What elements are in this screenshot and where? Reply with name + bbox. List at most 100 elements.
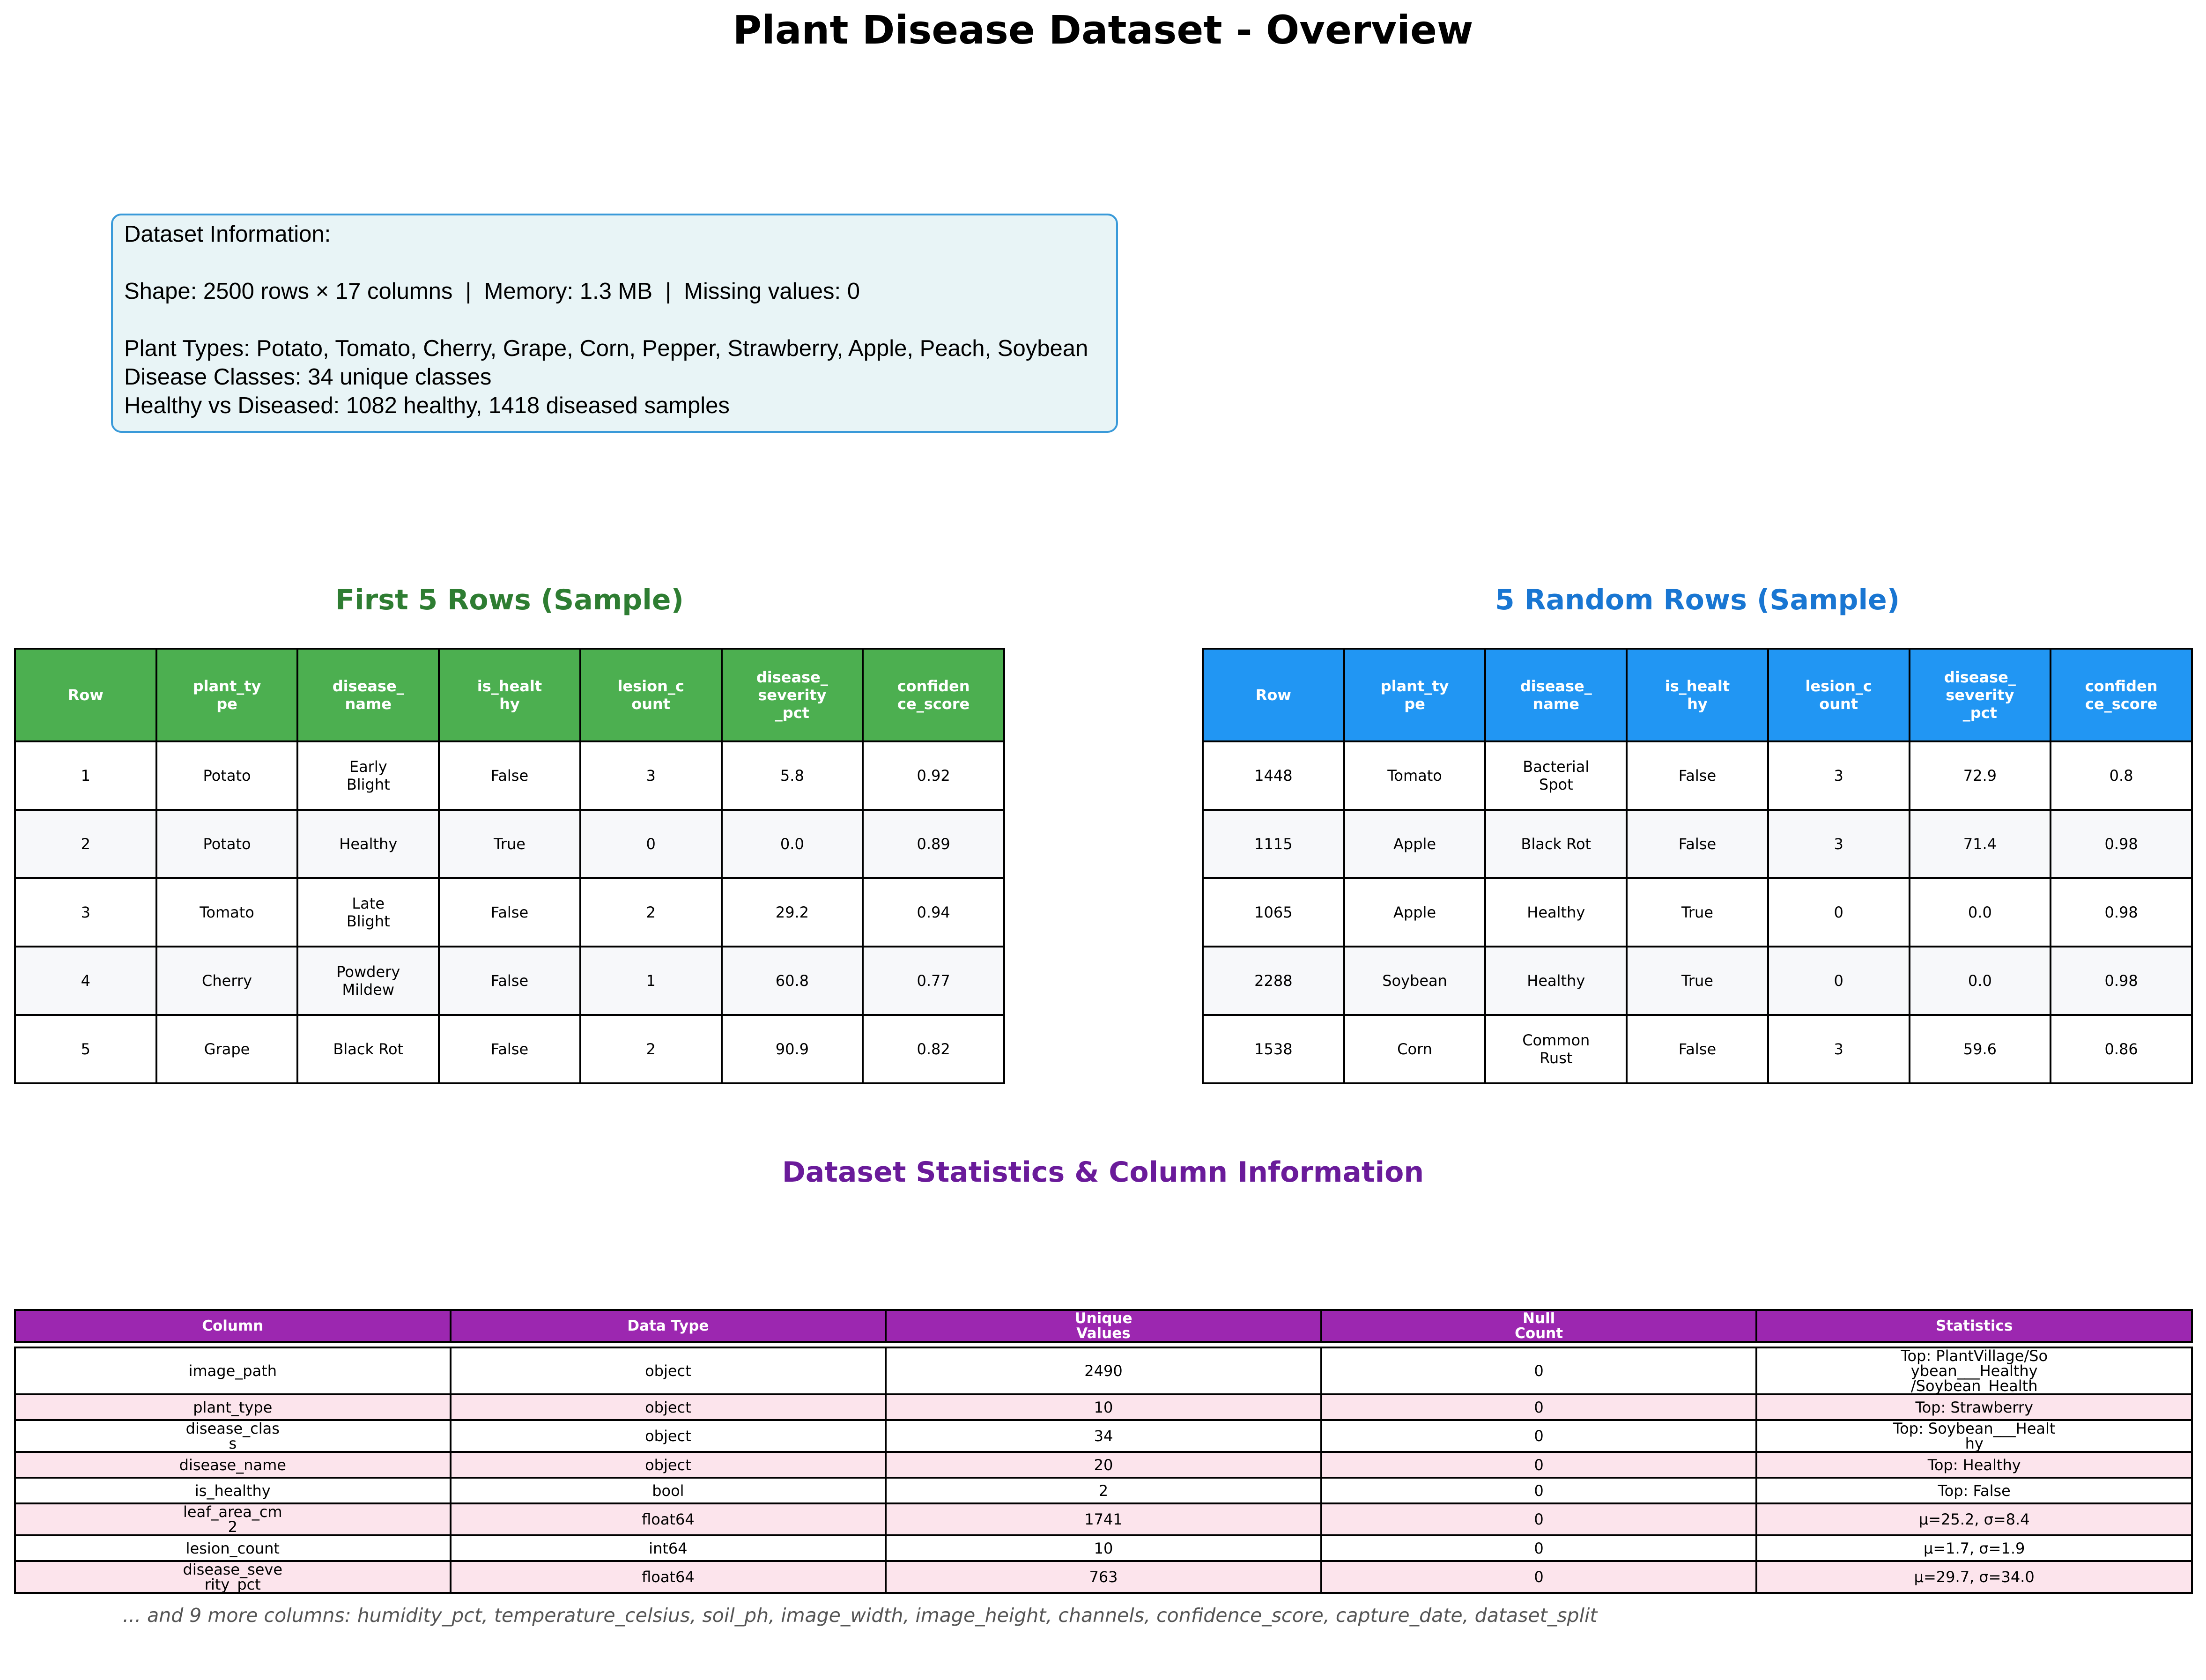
table-cell: Potato [155, 809, 299, 879]
table-cell: 0.0 [1908, 946, 2052, 1016]
table-cell: True [438, 809, 581, 879]
table-row: 3 Tomato Late Blight False 2 29.2 0.94 [14, 877, 1005, 947]
table-cell: False [438, 1014, 581, 1084]
random-rows-table: Row plant_ty pe disease_ name is_healt hy lesio… [1202, 648, 2193, 1084]
table-cell: 0 [1320, 1477, 1758, 1504]
table-row: image_path object 2490 0 Top: PlantVillage/S… [14, 1347, 2193, 1395]
table-cell: Tomato [155, 877, 299, 947]
table-cell: object [449, 1419, 887, 1453]
table-cell: 763 [885, 1560, 1322, 1594]
table-cell: 1538 [1202, 1014, 1345, 1084]
table-row: 5 Grape Black Rot False 2 90.9 0.82 [14, 1014, 1005, 1084]
first-rows-header-cell: is_healt hy [438, 648, 581, 742]
first-rows-title: First 5 Rows (Sample) [335, 584, 684, 616]
table-cell: Potato [155, 740, 299, 811]
table-cell: 0.0 [1908, 877, 2052, 947]
table-cell: 34 [885, 1419, 1322, 1453]
table-row: 2288 Soybean Healthy True 0 0.0 0.98 [1202, 946, 2193, 1016]
table-cell: 1115 [1202, 809, 1345, 879]
stats-header-cell: Null Count [1320, 1309, 1758, 1343]
table-row: 2 Potato Healthy True 0 0.0 0.89 [14, 809, 1005, 879]
table-cell: 5 [14, 1014, 157, 1084]
table-cell: object [449, 1451, 887, 1479]
table-row: is_healthy bool 2 0 Top: False [14, 1477, 2193, 1504]
table-cell: 0.92 [862, 740, 1005, 811]
table-cell: 10 [885, 1534, 1322, 1562]
table-cell: 0.86 [2050, 1014, 2193, 1084]
table-cell: 0.94 [862, 877, 1005, 947]
table-cell: 90.9 [720, 1014, 864, 1084]
table-cell: 0.98 [2050, 877, 2193, 947]
table-cell: Bacterial Spot [1484, 740, 1628, 811]
table-cell: 0.8 [2050, 740, 2193, 811]
table-cell: disease_clas s [14, 1419, 452, 1453]
table-cell: False [438, 946, 581, 1016]
table-cell: Top: Soybean___Healt hy [1755, 1419, 2193, 1453]
table-cell: image_path [14, 1347, 452, 1395]
random-rows-header-cell: lesion_c ount [1767, 648, 1910, 742]
random-rows-header-cell: is_healt hy [1626, 648, 1769, 742]
table-cell: True [1626, 946, 1769, 1016]
table-cell: Cherry [155, 946, 299, 1016]
footnote: ... and 9 more columns: humidity_pct, te… [123, 1604, 1598, 1627]
info-plant-types-line: Plant Types: Potato, Tomato, Cherry, Gra… [124, 336, 1088, 361]
page-title: Plant Disease Dataset - Overview [733, 7, 1473, 53]
table-cell: Grape [155, 1014, 299, 1084]
table-cell: Healthy [296, 809, 440, 879]
table-cell: 59.6 [1908, 1014, 2052, 1084]
random-rows-header-cell: confiden ce_score [2050, 648, 2193, 742]
table-cell: 0.98 [2050, 946, 2193, 1016]
table-cell: 2 [579, 877, 723, 947]
random-rows-header-row: Row plant_ty pe disease_ name is_healt hy lesio… [1202, 648, 2193, 742]
stats-header-row: Column Data Type Unique Values Null Count Stat… [14, 1309, 2193, 1343]
table-row: lesion_count int64 10 0 μ=1.7, σ=1.9 [14, 1534, 2193, 1562]
table-cell: 20 [885, 1451, 1322, 1479]
table-row: disease_seve rity_pct float64 763 0 μ=29.7, σ… [14, 1560, 2193, 1594]
table-cell: 0 [1767, 946, 1910, 1016]
table-cell: 0 [1320, 1451, 1758, 1479]
table-cell: Healthy [1484, 946, 1628, 1016]
table-cell: μ=25.2, σ=8.4 [1755, 1502, 2193, 1536]
random-rows-header-cell: plant_ty pe [1343, 648, 1487, 742]
table-cell: Corn [1343, 1014, 1487, 1084]
table-cell: lesion_count [14, 1534, 452, 1562]
table-cell: bool [449, 1477, 887, 1504]
table-cell: False [438, 877, 581, 947]
table-cell: 1 [579, 946, 723, 1016]
table-cell: False [1626, 809, 1769, 879]
table-cell: 0 [1320, 1560, 1758, 1594]
table-cell: Common Rust [1484, 1014, 1628, 1084]
random-rows-header-cell: disease_ severity _pct [1908, 648, 2052, 742]
table-row: 1065 Apple Healthy True 0 0.0 0.98 [1202, 877, 2193, 947]
table-cell: 0.82 [862, 1014, 1005, 1084]
table-row: 1 Potato Early Blight False 3 5.8 0.92 [14, 740, 1005, 811]
table-row: 1538 Corn Common Rust False 3 59.6 0.86 [1202, 1014, 2193, 1084]
first-rows-header-cell: disease_ severity _pct [720, 648, 864, 742]
info-disease-classes-line: Disease Classes: 34 unique classes [124, 364, 492, 390]
table-cell: 5.8 [720, 740, 864, 811]
table-cell: 10 [885, 1393, 1322, 1421]
table-cell: Apple [1343, 809, 1487, 879]
table-cell: True [1626, 877, 1769, 947]
dataset-info-box: Dataset Information: Shape: 2500 rows × … [111, 214, 1118, 433]
table-cell: 71.4 [1908, 809, 2052, 879]
table-cell: Powdery Mildew [296, 946, 440, 1016]
random-rows-title: 5 Random Rows (Sample) [1495, 584, 1900, 616]
table-cell: object [449, 1347, 887, 1395]
table-cell: 1065 [1202, 877, 1345, 947]
table-cell: Apple [1343, 877, 1487, 947]
table-cell: 2 [579, 1014, 723, 1084]
table-cell: 0.98 [2050, 809, 2193, 879]
table-cell: 2288 [1202, 946, 1345, 1016]
table-cell: disease_name [14, 1451, 452, 1479]
first-rows-header-cell: plant_ty pe [155, 648, 299, 742]
table-cell: 0 [1320, 1347, 1758, 1395]
table-cell: float64 [449, 1502, 887, 1536]
stats-spacer-row [15, 1341, 2192, 1348]
table-cell: 3 [1767, 1014, 1910, 1084]
table-cell: int64 [449, 1534, 887, 1562]
random-rows-header-cell: disease_ name [1484, 648, 1628, 742]
random-rows-header-cell: Row [1202, 648, 1345, 742]
stats-header-cell: Data Type [449, 1309, 887, 1343]
table-cell: Black Rot [1484, 809, 1628, 879]
